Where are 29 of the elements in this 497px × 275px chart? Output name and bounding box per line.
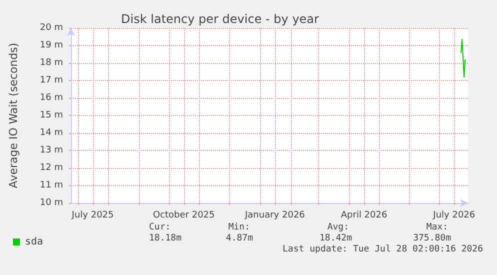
line-series — [460, 38, 466, 78]
x-tick-label: October 2025 — [152, 210, 215, 220]
y-tick-label: 15 m — [40, 110, 63, 120]
text: Avg: — [327, 222, 350, 232]
y-tick-label: 14 m — [40, 128, 63, 138]
y-axis-title: Average IO Wait (seconds) — [7, 42, 20, 188]
x-tick-label: January 2026 — [244, 210, 306, 220]
y-tick-label: 11 m — [40, 180, 63, 190]
y-tick-label: 19 m — [40, 40, 63, 50]
x-tick-label: July 2025 — [70, 210, 114, 220]
y-tick-label: 16 m — [40, 93, 63, 103]
text: 18.18m — [149, 234, 182, 244]
chart-title: Disk latency per device - by year — [121, 12, 320, 26]
y-tick-label: 13 m — [40, 146, 63, 156]
text: Last update: Tue Jul 28 02:00:16 2026 — [282, 244, 483, 254]
legend-label: sda — [25, 236, 44, 248]
x-tick-label: July 2026 — [432, 210, 476, 220]
text: Cur: — [149, 222, 171, 232]
text: Max: — [426, 222, 448, 232]
y-tick-label: 10 m — [40, 198, 63, 208]
text: 18.42m — [319, 234, 352, 244]
x-tick-label: April 2026 — [340, 210, 388, 220]
text: 375.80m — [413, 234, 452, 244]
y-tick-label: 17 m — [40, 76, 63, 86]
y-tick-label: 12 m — [40, 163, 63, 173]
y-tick-label: 18 m — [40, 58, 63, 68]
text: 4.87m — [226, 234, 253, 244]
y-tick-label: 20 m — [40, 23, 63, 33]
text: Min: — [228, 222, 250, 232]
